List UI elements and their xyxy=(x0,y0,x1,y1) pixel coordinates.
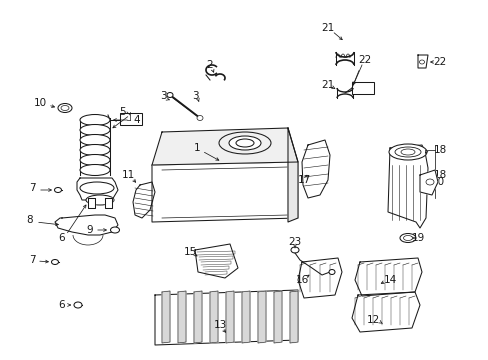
Text: 19: 19 xyxy=(410,233,424,243)
Text: 12: 12 xyxy=(366,315,379,325)
Ellipse shape xyxy=(399,234,415,243)
Polygon shape xyxy=(351,292,419,332)
Polygon shape xyxy=(105,198,112,208)
Text: 22: 22 xyxy=(432,57,446,67)
Ellipse shape xyxy=(58,104,72,113)
Ellipse shape xyxy=(219,132,270,154)
Polygon shape xyxy=(88,198,95,208)
Ellipse shape xyxy=(388,144,426,160)
Ellipse shape xyxy=(86,195,114,205)
Text: 18: 18 xyxy=(432,170,446,180)
Text: 21: 21 xyxy=(321,23,334,33)
Ellipse shape xyxy=(80,125,110,135)
Polygon shape xyxy=(273,291,282,343)
Ellipse shape xyxy=(80,165,110,176)
Polygon shape xyxy=(242,291,249,343)
Polygon shape xyxy=(55,215,118,235)
Ellipse shape xyxy=(80,182,114,194)
Ellipse shape xyxy=(167,93,173,98)
Text: 6: 6 xyxy=(59,233,65,243)
Polygon shape xyxy=(287,128,297,222)
Polygon shape xyxy=(194,291,202,343)
Text: 7: 7 xyxy=(29,183,35,193)
Ellipse shape xyxy=(328,270,334,274)
Polygon shape xyxy=(162,291,170,343)
Text: 15: 15 xyxy=(183,247,196,257)
Ellipse shape xyxy=(197,116,203,121)
Text: 3: 3 xyxy=(160,91,166,101)
Polygon shape xyxy=(195,244,238,278)
Text: 18: 18 xyxy=(432,145,446,155)
Polygon shape xyxy=(152,162,297,222)
Ellipse shape xyxy=(74,302,82,308)
Ellipse shape xyxy=(236,139,253,147)
Polygon shape xyxy=(302,140,329,198)
Ellipse shape xyxy=(394,147,420,157)
Polygon shape xyxy=(297,258,341,298)
Polygon shape xyxy=(155,290,297,345)
Text: 10: 10 xyxy=(33,98,46,108)
Ellipse shape xyxy=(80,135,110,145)
Polygon shape xyxy=(77,178,118,200)
Bar xyxy=(351,82,373,94)
Ellipse shape xyxy=(51,260,59,265)
Text: 11: 11 xyxy=(121,170,134,180)
Ellipse shape xyxy=(61,105,69,111)
Ellipse shape xyxy=(54,188,61,193)
Text: 9: 9 xyxy=(86,225,93,235)
Text: 16: 16 xyxy=(295,275,308,285)
Text: 22: 22 xyxy=(358,55,371,65)
Text: 2: 2 xyxy=(206,60,213,70)
Polygon shape xyxy=(289,291,297,343)
Text: 23: 23 xyxy=(288,237,301,247)
Text: 4: 4 xyxy=(133,115,140,125)
Ellipse shape xyxy=(110,227,119,233)
Text: 21: 21 xyxy=(321,80,334,90)
Polygon shape xyxy=(178,291,185,343)
Ellipse shape xyxy=(400,149,414,155)
Text: 7: 7 xyxy=(29,255,35,265)
Text: 13: 13 xyxy=(213,320,226,330)
Polygon shape xyxy=(419,170,437,195)
Polygon shape xyxy=(209,291,218,343)
Ellipse shape xyxy=(228,136,261,150)
Polygon shape xyxy=(152,128,297,165)
Text: 17: 17 xyxy=(297,175,310,185)
Ellipse shape xyxy=(290,247,298,253)
Ellipse shape xyxy=(80,144,110,156)
Polygon shape xyxy=(225,291,234,343)
Polygon shape xyxy=(417,55,427,68)
Ellipse shape xyxy=(80,154,110,166)
Ellipse shape xyxy=(419,60,424,64)
Text: 5: 5 xyxy=(119,107,125,117)
Text: 1: 1 xyxy=(193,143,200,153)
Text: 3: 3 xyxy=(191,91,198,101)
Ellipse shape xyxy=(403,235,412,240)
Bar xyxy=(120,113,142,125)
Polygon shape xyxy=(387,145,427,228)
Polygon shape xyxy=(258,291,265,343)
Text: 6: 6 xyxy=(59,300,65,310)
Text: 20: 20 xyxy=(430,177,444,187)
Ellipse shape xyxy=(80,114,110,126)
Polygon shape xyxy=(133,182,155,218)
Text: 14: 14 xyxy=(383,275,396,285)
Text: 8: 8 xyxy=(27,215,33,225)
Polygon shape xyxy=(354,258,421,296)
Ellipse shape xyxy=(425,179,433,185)
